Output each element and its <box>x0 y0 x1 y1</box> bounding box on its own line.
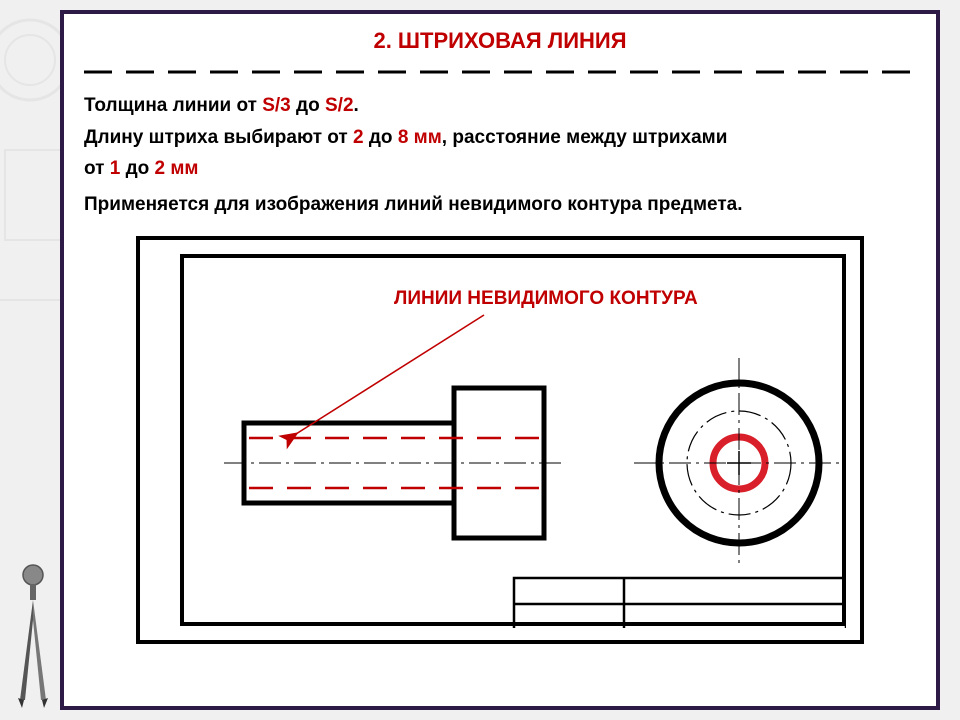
t2-prefix: Длину штриха выбирают от <box>84 127 353 148</box>
t1-suffix: . <box>354 95 359 116</box>
text-line-3: от 1 до 2 мм <box>84 156 916 182</box>
t2-v2: 8 мм <box>398 127 442 148</box>
dashed-line-sample <box>84 62 924 82</box>
t3-prefix: от <box>84 158 110 179</box>
t1-prefix: Толщина линии от <box>84 95 262 116</box>
t2-mid1: до <box>364 127 398 148</box>
text-line-4: Применяется для изображения линий невиди… <box>84 192 916 218</box>
t3-mid: до <box>120 158 154 179</box>
slide-title: 2. ШТРИХОВАЯ ЛИНИЯ <box>84 28 916 54</box>
t2-v1: 2 <box>353 127 364 148</box>
text-line-1: Толщина линии от S/3 до S/2. <box>84 93 916 119</box>
t1-mid: до <box>291 95 325 116</box>
drawing-inner-frame: ЛИНИИ НЕВИДИМОГО КОНТУРА <box>180 254 846 626</box>
t2-mid2: , расстояние между штрихами <box>442 127 728 148</box>
t3-v2: 2 мм <box>155 158 199 179</box>
text-line-2: Длину штриха выбирают от 2 до 8 мм, расс… <box>84 125 916 151</box>
compass-icon <box>8 560 58 710</box>
t1-r1: S/3 <box>262 95 291 116</box>
t1-r2: S/2 <box>325 95 354 116</box>
drawing-outer-frame: ЛИНИИ НЕВИДИМОГО КОНТУРА <box>136 236 864 644</box>
t3-v1: 1 <box>110 158 121 179</box>
technical-drawing <box>184 258 846 628</box>
slide-frame: 2. ШТРИХОВАЯ ЛИНИЯ Толщина линии от S/3 … <box>60 10 940 710</box>
